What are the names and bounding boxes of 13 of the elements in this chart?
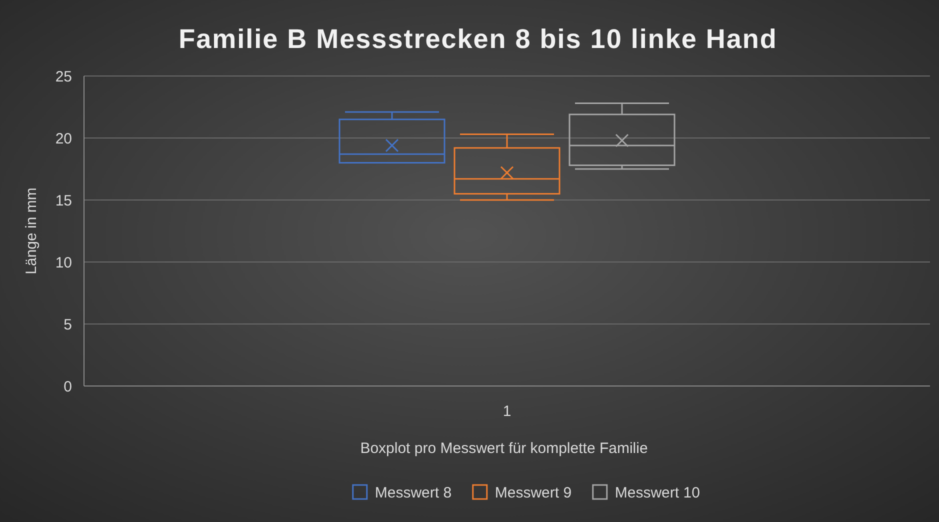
y-tick-label: 10 bbox=[55, 254, 72, 272]
x-tick-label: 1 bbox=[502, 403, 512, 420]
x-axis-title: Boxplot pro Messwert für komplette Familie bbox=[360, 440, 648, 457]
legend-label: Messwert 9 bbox=[494, 484, 572, 502]
y-tick-label: 5 bbox=[64, 316, 72, 334]
y-tick-label: 15 bbox=[55, 192, 72, 210]
legend-label: Messwert 8 bbox=[374, 484, 452, 502]
y-tick-label: 0 bbox=[64, 378, 72, 396]
legend-label: Messwert 10 bbox=[614, 484, 700, 502]
y-axis-title: Länge in mm bbox=[23, 188, 40, 274]
y-tick-label: 25 bbox=[55, 68, 72, 86]
chart-title: Familie B Messstrecken 8 bis 10 linke Hand bbox=[178, 24, 778, 54]
y-tick-label: 20 bbox=[55, 130, 72, 148]
